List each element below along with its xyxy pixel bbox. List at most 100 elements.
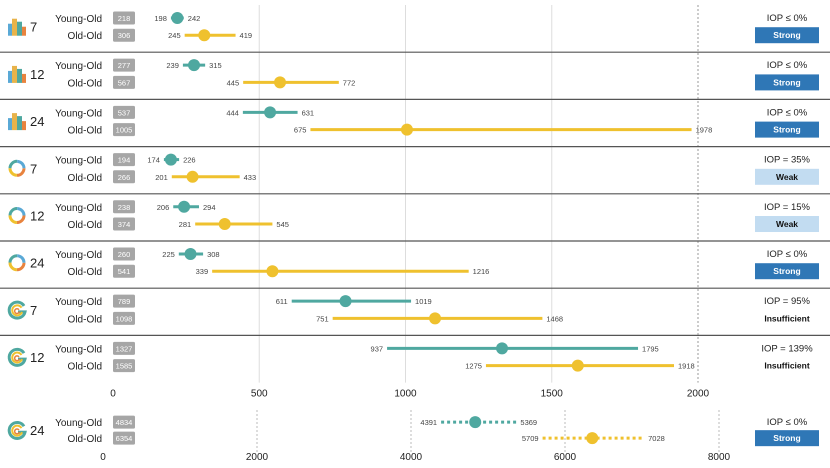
young-n-badge [113,11,135,25]
young-lo-label: 4391 [420,418,437,427]
old-point [186,170,199,183]
old-hi-label: 433 [244,173,257,182]
g-arc-yellow [11,424,23,437]
young-point [496,342,509,355]
old-label: Old-Old [68,31,102,42]
iop-label: IOP ≤ 0% [767,60,808,71]
young-n-value: 537 [118,108,131,117]
bar-orange [22,73,26,83]
young-n-badge [113,415,135,429]
g-arc-yellow [11,304,23,317]
ring-seg-yellow [8,159,26,177]
bar-teal [17,116,22,131]
old-lo-label: 1275 [465,362,482,371]
old-hi-label: 1468 [546,314,563,323]
old-hi-label: 7028 [648,434,665,443]
old-hi-label: 545 [276,220,289,229]
old-point [266,265,279,278]
old-label: Old-Old [68,220,102,231]
old-n-badge [113,431,135,445]
young-point [339,295,352,308]
young-n-value: 260 [118,250,131,259]
young-hi-label: 226 [183,156,196,165]
rating-box [755,121,819,138]
g-arc-orange [13,355,21,362]
iop-label: IOP ≤ 0% [767,13,808,24]
old-label: Old-Old [68,126,102,137]
group-label: 7 [30,161,37,176]
g-logo-icon [7,421,27,440]
rating-label: Insufficient [764,313,810,323]
old-point [274,76,287,89]
young-hi-label: 5369 [520,418,537,427]
bar-orange [22,121,26,131]
young-point [164,153,177,166]
g-arc-yellow [11,351,23,364]
ring-icon [8,254,26,272]
g-arc-orange [13,307,21,315]
young-point [171,11,184,24]
young-hi-label: 1019 [415,297,432,306]
young-hi-label: 1795 [642,344,659,353]
young-lo-label: 198 [154,14,167,23]
old-point [429,312,442,325]
young-n-value: 238 [118,203,131,212]
old-n-value: 541 [118,267,131,276]
rating-box [755,263,819,280]
old-lo-label: 751 [316,314,329,323]
young-hi-label: 308 [207,250,220,259]
old-lo-label: 281 [179,220,192,229]
ring-icon [8,159,26,177]
iop-label: IOP ≤ 0% [767,417,808,428]
young-point [469,416,482,429]
x-tick-label: 0 [100,452,106,463]
rating-box [755,27,819,44]
old-label: Old-Old [68,434,102,445]
young-hi-label: 631 [302,108,315,117]
young-hi-label: 242 [188,14,201,23]
old-point [586,432,599,445]
young-label: Young-Old [55,297,102,308]
old-n-badge [113,311,135,325]
old-lo-label: 245 [168,31,181,40]
x-tick-label: 1500 [541,389,564,400]
group-label: 7 [30,20,37,35]
bar-blue [8,118,12,131]
young-label: Young-Old [55,156,102,167]
young-n-badge [113,58,135,72]
young-hi-label: 315 [209,61,222,70]
group-label: 24 [30,423,44,438]
x-tick-label: 2000 [246,452,269,463]
old-n-value: 1585 [116,362,133,371]
young-label: Young-Old [55,61,102,72]
old-point [400,123,413,136]
old-hi-label: 1216 [473,267,490,276]
bar-yellow [12,65,17,83]
x-tick-label: 6000 [554,452,577,463]
rating-label: Weak [776,172,798,182]
young-lo-label: 174 [147,156,160,165]
old-label: Old-Old [68,267,102,278]
old-n-value: 306 [118,31,131,40]
old-label: Old-Old [68,314,102,325]
young-lo-label: 611 [276,297,288,306]
ring-seg-blue [8,159,26,177]
bar-yellow [12,113,17,131]
young-label: Young-Old [55,344,102,355]
young-n-badge [113,200,135,214]
bar-teal [17,21,22,36]
old-n-value: 374 [118,220,131,229]
rating-label: Strong [773,266,800,276]
rating-label: Insufficient [764,361,810,371]
old-n-badge [113,264,135,278]
g-logo-icon [7,300,27,320]
old-hi-label: 1918 [678,362,695,371]
young-lo-label: 225 [162,250,175,259]
rating-box [755,430,819,447]
chart-row: 24 Young-Old 260 225 308 Old-Old 541 339 1216 IOP… [8,247,819,280]
old-n-value: 567 [118,78,131,87]
young-label: Young-Old [55,418,102,429]
ring-icon [8,207,26,225]
ring-seg-yellow [8,207,26,225]
young-n-value: 194 [118,156,131,165]
